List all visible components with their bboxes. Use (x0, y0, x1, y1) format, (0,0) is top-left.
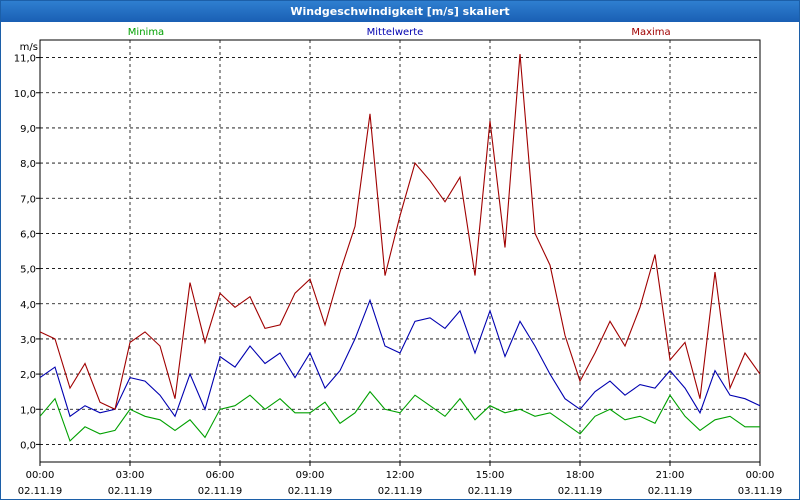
y-tick-label: 4,0 (20, 300, 36, 311)
x-tick-time-label: 06:00 (206, 470, 235, 481)
x-tick-date-label: 02.11.19 (198, 486, 243, 497)
y-tick-label: 8,0 (20, 159, 36, 170)
x-tick-date-label: 02.11.19 (108, 486, 153, 497)
x-tick-time-label: 00:00 (746, 470, 775, 481)
y-tick-label: 9,0 (20, 124, 36, 135)
x-tick-date-label: 02.11.19 (648, 486, 693, 497)
y-tick-label: 3,0 (20, 335, 36, 346)
window-title: Windgeschwindigkeit [m/s] skaliert (1, 1, 799, 22)
y-tick-label: 11,0 (14, 54, 36, 65)
y-tick-label: 2,0 (20, 370, 36, 381)
y-axis-label: m/s (20, 42, 38, 53)
y-tick-label: 7,0 (20, 194, 36, 205)
series-line-maxima (39, 54, 761, 411)
x-tick-time-label: 18:00 (566, 470, 595, 481)
y-tick-label: 5,0 (20, 265, 36, 276)
y-tick-label: 0,0 (20, 440, 36, 451)
y-tick-label: 10,0 (14, 89, 36, 100)
x-tick-date-label: 02.11.19 (558, 486, 603, 497)
x-tick-date-label: 02.11.19 (468, 486, 513, 497)
x-tick-time-label: 15:00 (476, 470, 505, 481)
x-tick-date-label: 03.11.19 (738, 486, 783, 497)
legend-minima: Minima (128, 27, 164, 38)
y-tick-label: 1,0 (20, 405, 36, 416)
x-tick-date-label: 02.11.19 (288, 486, 333, 497)
legend-maxima: Maxima (631, 27, 670, 38)
x-tick-time-label: 12:00 (386, 470, 415, 481)
x-tick-date-label: 02.11.19 (378, 486, 423, 497)
series-line-mittelwerte (39, 298, 761, 418)
legend-mittelwerte: Mittelwerte (367, 27, 424, 38)
x-tick-time-label: 00:00 (26, 470, 55, 481)
x-tick-date-label: 02.11.19 (18, 486, 63, 497)
x-tick-time-label: 03:00 (116, 470, 145, 481)
y-tick-label: 6,0 (20, 229, 36, 240)
series-line-minima (39, 390, 760, 442)
x-tick-time-label: 09:00 (296, 470, 325, 481)
x-tick-time-label: 21:00 (656, 470, 685, 481)
